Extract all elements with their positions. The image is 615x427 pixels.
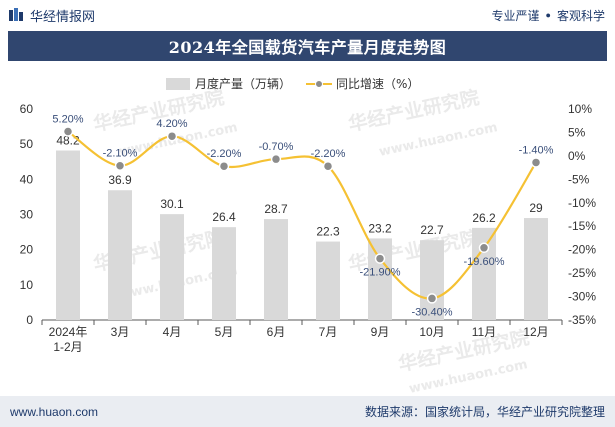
- legend-bar-label: 月度产量（万辆）: [195, 76, 291, 91]
- y-right-tick-label: 0%: [568, 149, 586, 163]
- y-left-tick-label: 30: [20, 208, 34, 222]
- bar-value-label: 26.2: [472, 211, 496, 225]
- line-value-label: -19.60%: [464, 256, 505, 268]
- x-tick-label: 6月: [267, 325, 286, 339]
- footer-url: www.huaon.com: [10, 404, 99, 419]
- line-value-label: -30.40%: [412, 306, 453, 318]
- bar: [56, 150, 80, 320]
- footer: www.huaon.com 数据来源：国家统计局，华经产业研究院整理: [0, 396, 615, 427]
- line-marker: [218, 160, 230, 172]
- legend-line-marker: [315, 80, 323, 88]
- title-bar: 2024年全国载货汽车产量月度走势图: [8, 31, 607, 61]
- bar: [524, 218, 548, 320]
- y-right-tick-label: -25%: [568, 266, 596, 280]
- dot-separator-icon: ●: [545, 10, 551, 20]
- line-marker: [322, 160, 334, 172]
- chart-title: 2024年全国载货汽车产量月度走势图: [168, 38, 447, 57]
- y-left-tick-label: 40: [20, 172, 34, 186]
- line-value-label: -0.70%: [259, 141, 294, 153]
- bar: [212, 227, 236, 320]
- y-right-tick-label: -15%: [568, 219, 596, 233]
- x-tick-label: 11月: [472, 325, 496, 339]
- line-marker: [62, 126, 74, 137]
- bar-value-label: 28.7: [264, 202, 288, 216]
- bar: [420, 240, 444, 320]
- bar-value-label: 30.1: [160, 197, 184, 211]
- bar: [264, 219, 288, 320]
- y-left-tick-label: 60: [20, 102, 34, 116]
- bar-value-label: 29: [529, 201, 543, 215]
- x-tick-label: 9月: [371, 325, 390, 339]
- bar-value-label: 26.4: [212, 210, 236, 224]
- bar-value-label: 22.3: [316, 225, 340, 239]
- line-marker: [478, 242, 490, 254]
- line-marker: [374, 253, 386, 264]
- tagline-1: 专业严谨: [491, 8, 540, 23]
- series-line: [67, 130, 537, 300]
- line-value-label: 4.20%: [156, 118, 187, 130]
- y-left-tick-label: 0: [26, 313, 33, 327]
- y-right-tick-label: -5%: [568, 172, 590, 186]
- top-bar: 华经情报网 专业严谨 ● 客观科学: [0, 0, 615, 30]
- line-marker: [270, 153, 282, 165]
- x-tick-label: 1-2月: [53, 340, 82, 354]
- bar: [472, 227, 496, 320]
- y-right-tick-label: -20%: [568, 243, 596, 257]
- line-value-label: 5.20%: [52, 114, 83, 126]
- line-value-label: -21.90%: [360, 267, 401, 279]
- y-right-tick-label: -35%: [568, 313, 596, 327]
- line-marker: [114, 160, 126, 171]
- x-tick-label: 5月: [215, 325, 234, 339]
- y-right-tick-label: 5%: [568, 125, 586, 139]
- y-left-tick-label: 10: [20, 278, 34, 292]
- y-left-tick-label: 20: [20, 243, 34, 257]
- line-marker: [530, 157, 542, 168]
- x-tick-label: 7月: [319, 325, 338, 339]
- y-right-tick-label: 10%: [568, 102, 592, 116]
- x-tick-label: 10月: [419, 325, 444, 339]
- tagline: 专业严谨 ● 客观科学: [492, 7, 605, 24]
- legend-bar-swatch: [166, 78, 190, 90]
- bar: [108, 190, 132, 320]
- x-tick-label: 2024年: [49, 325, 88, 339]
- bar: [316, 241, 340, 320]
- line-marker: [166, 130, 178, 142]
- line-value-label: -1.40%: [519, 144, 554, 156]
- brand: 华经情报网: [8, 6, 95, 25]
- x-tick-label: 4月: [163, 325, 182, 339]
- y-right-tick-label: -30%: [568, 290, 596, 304]
- bar-value-label: 22.7: [420, 223, 444, 237]
- legend-line-label: 同比增速（%）: [336, 77, 419, 91]
- line-value-label: -2.20%: [207, 148, 242, 160]
- line-value-label: -2.20%: [311, 148, 346, 160]
- line-value-label: -2.10%: [103, 148, 138, 160]
- bar-value-label: 23.2: [368, 221, 392, 235]
- line-marker: [426, 293, 438, 304]
- y-right-tick-label: -10%: [568, 196, 596, 210]
- bar-value-label: 36.9: [108, 173, 132, 187]
- x-tick-label: 3月: [111, 325, 130, 339]
- x-tick-label: 12月: [523, 325, 548, 339]
- footer-source: 数据来源：国家统计局，华经产业研究院整理: [364, 405, 605, 419]
- bar: [368, 238, 392, 320]
- brand-name: 华经情报网: [30, 8, 96, 24]
- bar: [160, 214, 184, 320]
- y-left-tick-label: 50: [20, 137, 34, 151]
- brand-logo-icon: [9, 8, 23, 21]
- tagline-2: 客观科学: [556, 8, 605, 23]
